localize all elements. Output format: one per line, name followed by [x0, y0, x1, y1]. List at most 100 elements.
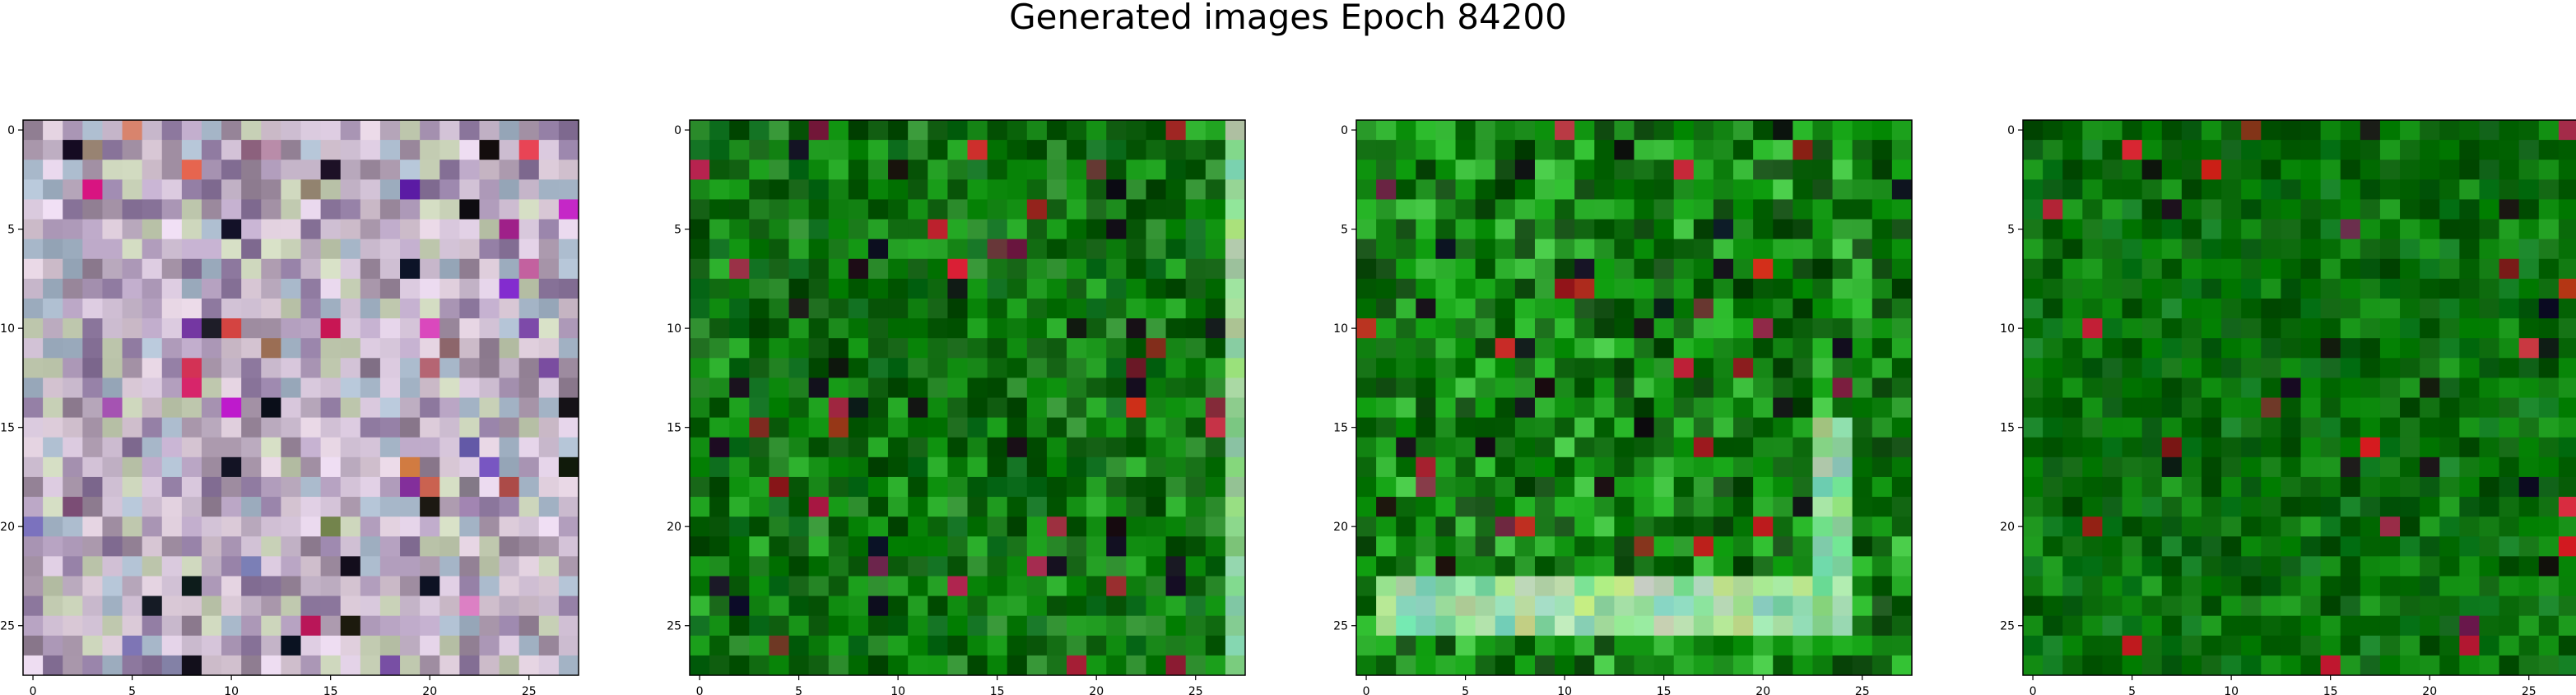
image-pixel [2023, 338, 2044, 359]
image-pixel [709, 615, 730, 637]
image-pixel [2062, 476, 2083, 498]
image-pixel [2459, 120, 2480, 141]
image-pixel [1753, 258, 1774, 280]
image-pixel [2558, 536, 2576, 557]
image-pixel [2300, 556, 2322, 577]
image-pixel [1067, 517, 1087, 537]
image-pixel [1534, 318, 1555, 339]
image-pixel [1812, 397, 1834, 419]
image-pixel [1773, 219, 1793, 240]
image-pixel [1046, 199, 1067, 220]
image-pixel [1416, 437, 1436, 458]
image-pixel [201, 140, 222, 160]
image-pixel [1634, 318, 1655, 339]
image-pixel [1673, 160, 1695, 180]
image-pixel [848, 497, 869, 517]
image-pixel [420, 239, 440, 260]
image-pixel [749, 576, 770, 597]
image-pixel [379, 576, 401, 597]
image-pixel [2102, 219, 2123, 240]
image-pixel [1455, 615, 1476, 637]
image-pixel [2062, 358, 2083, 378]
image-pixel [2141, 517, 2163, 537]
image-pixel [1832, 437, 1853, 458]
image-pixel [1435, 417, 1457, 438]
image-pixel [23, 199, 44, 220]
image-pixel [479, 635, 500, 656]
image-pixel [1376, 536, 1397, 557]
image-pixel [1165, 456, 1187, 478]
image-pixel [300, 179, 322, 200]
image-pixel [1205, 358, 1226, 378]
image-pixel [2459, 456, 2480, 478]
image-pixel [828, 635, 849, 656]
image-pixel [1832, 258, 1853, 280]
image-pixel [459, 635, 480, 656]
image-pixel [2558, 338, 2576, 359]
image-pixel [1106, 179, 1127, 200]
image-pixel [1574, 615, 1595, 637]
image-pixel [499, 358, 520, 378]
image-pixel [558, 536, 579, 557]
image-pixel [2459, 517, 2480, 537]
image-pixel [320, 517, 342, 537]
image-pixel [1793, 258, 1813, 280]
image-pixel [2420, 258, 2440, 280]
image-pixel [102, 397, 123, 419]
image-pixel [1026, 615, 1048, 637]
image-pixel [2023, 595, 2044, 617]
image-pixel [1713, 179, 1734, 200]
image-pixel [749, 615, 770, 637]
image-pixel [2479, 635, 2500, 656]
image-pixel [400, 199, 421, 220]
image-pixel [947, 258, 968, 280]
image-pixel [788, 497, 810, 517]
image-pixel [967, 120, 988, 141]
image-pixel [928, 140, 948, 160]
image-pixel [1594, 437, 1615, 458]
image-pixel [2082, 298, 2103, 319]
image-pixel [1007, 417, 1028, 438]
image-pixel [729, 258, 750, 280]
image-pixel [261, 358, 281, 378]
image-pixel [2558, 258, 2576, 280]
image-pixel [1555, 556, 1575, 577]
image-pixel [379, 199, 401, 220]
image-pixel [1185, 278, 1207, 299]
image-pixel [987, 358, 1008, 378]
image-pixel [749, 437, 770, 458]
image-pixel [439, 179, 460, 200]
image-pixel [928, 476, 948, 498]
image-pixel [1713, 497, 1734, 517]
image-pixel [1852, 298, 1873, 319]
image-pixel [1007, 635, 1028, 656]
image-pixel [1475, 258, 1496, 280]
image-pixel [1007, 456, 1028, 478]
image-pixel [518, 358, 540, 378]
image-pixel [1475, 456, 1496, 478]
image-pixel [867, 258, 889, 280]
image-pixel [122, 576, 143, 597]
image-pixel [181, 179, 202, 200]
image-pixel [1555, 497, 1575, 517]
image-pixel [2241, 556, 2262, 577]
image-pixel [2161, 536, 2183, 557]
image-pixel [1832, 517, 1853, 537]
image-pixel [1773, 476, 1793, 498]
image-pixel [1165, 140, 1187, 160]
image-pixel [1205, 239, 1226, 260]
image-pixel [102, 497, 123, 517]
image-pixel [2439, 258, 2460, 280]
image-pixel [479, 318, 500, 339]
image-pixel [360, 160, 381, 180]
image-pixel [828, 437, 849, 458]
image-pixel [201, 497, 222, 517]
image-pixel [2261, 635, 2281, 656]
image-pixel [1455, 338, 1476, 359]
image-pixel [439, 358, 460, 378]
image-pixel [1455, 378, 1476, 398]
image-pixel [2538, 476, 2560, 498]
image-pixel [2161, 517, 2183, 537]
image-pixel [181, 417, 202, 438]
image-pixel [690, 278, 710, 299]
